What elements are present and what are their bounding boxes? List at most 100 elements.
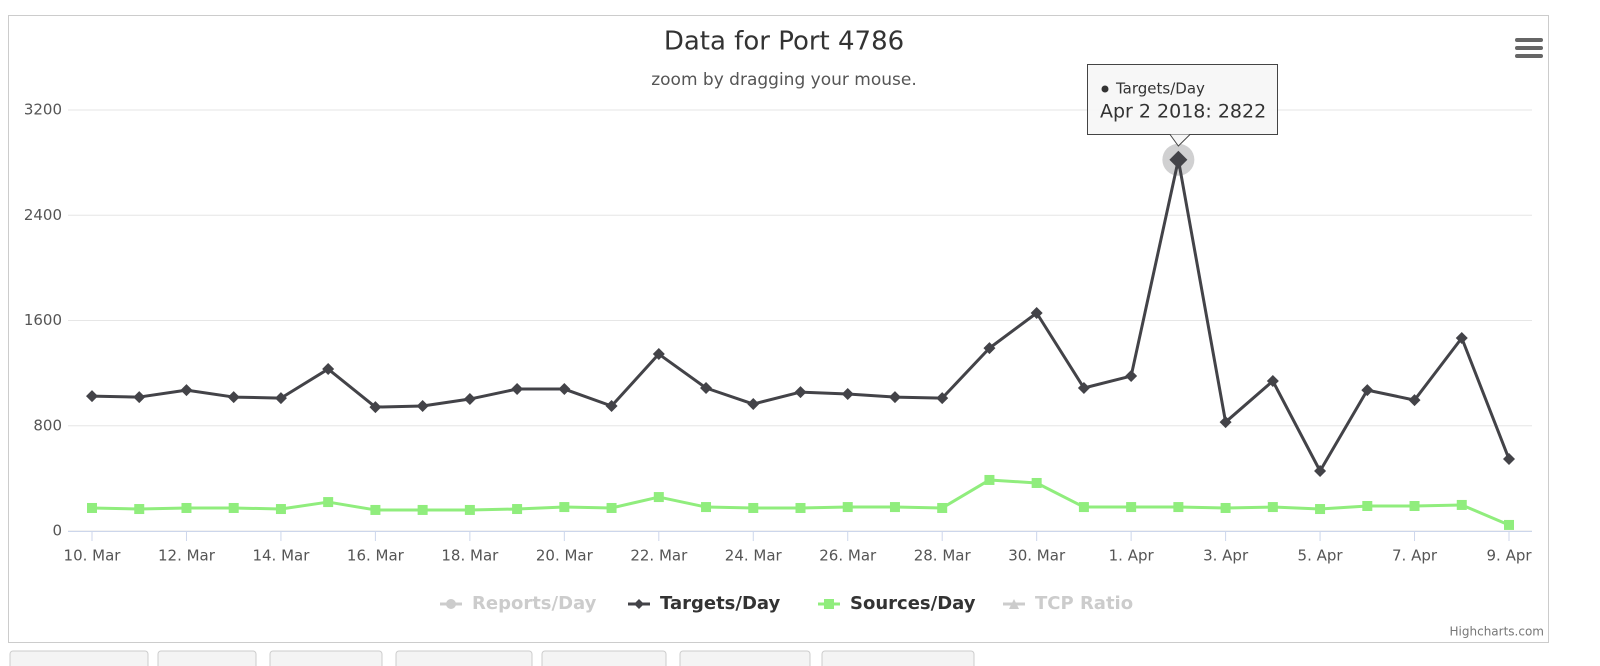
data-point xyxy=(1078,502,1089,513)
data-point xyxy=(1408,394,1421,407)
x-tick-label: 7. Apr xyxy=(1392,547,1438,565)
data-point xyxy=(1267,502,1278,513)
legend-item[interactable]: TCP Ratio xyxy=(1003,593,1133,614)
data-point xyxy=(1503,453,1515,466)
data-point xyxy=(1361,384,1374,397)
data-point xyxy=(1077,381,1090,394)
chart-frame xyxy=(8,15,1549,643)
data-point xyxy=(322,363,335,376)
data-point xyxy=(275,504,286,515)
chart-title: Data for Port 4786 xyxy=(664,27,904,57)
data-point xyxy=(889,502,900,513)
x-tick-label: 1. Apr xyxy=(1109,547,1155,565)
data-point xyxy=(937,502,948,513)
legend-item[interactable]: Reports/Day xyxy=(440,593,597,614)
legend-label: Reports/Day xyxy=(472,593,597,614)
legend-symbol xyxy=(446,599,456,609)
data-point xyxy=(841,388,854,401)
data-point xyxy=(1362,501,1373,512)
x-tick-label: 12. Mar xyxy=(158,547,216,565)
legend-symbol xyxy=(1009,599,1019,609)
data-point xyxy=(1455,331,1468,344)
x-tick-label: 5. Apr xyxy=(1298,547,1344,565)
legend-label: TCP Ratio xyxy=(1035,593,1133,614)
data-point xyxy=(606,502,617,513)
data-point xyxy=(1456,499,1467,510)
legend-symbol xyxy=(634,599,644,609)
x-tick-label: 22. Mar xyxy=(630,547,688,565)
tooltip: Targets/Day Apr 2 2018: 2822 xyxy=(1087,64,1278,147)
bottom-tabs xyxy=(9,650,975,666)
data-point xyxy=(1030,307,1043,320)
tooltip-text: Apr 2 2018: 2822 xyxy=(1100,101,1266,123)
data-point xyxy=(1031,477,1042,488)
data-point xyxy=(842,502,853,513)
data-point xyxy=(1173,502,1184,513)
x-tick-label: 26. Mar xyxy=(819,547,877,565)
legend-label: Sources/Day xyxy=(850,593,976,614)
data-point xyxy=(795,502,806,513)
data-point xyxy=(936,392,949,405)
data-point xyxy=(181,502,192,513)
data-point xyxy=(227,391,240,404)
data-point xyxy=(274,392,287,405)
data-point xyxy=(984,474,995,485)
data-point xyxy=(86,390,98,403)
data-point xyxy=(180,384,193,397)
legend-symbol xyxy=(824,599,834,609)
x-tick-label: 14. Mar xyxy=(252,547,310,565)
data-point xyxy=(1125,370,1138,383)
data-point xyxy=(370,504,381,515)
data-point xyxy=(559,502,570,513)
menu-button[interactable] xyxy=(1515,38,1543,58)
data-point xyxy=(134,504,145,515)
data-point xyxy=(463,393,476,406)
y-tick-label: 2400 xyxy=(24,206,62,224)
legend-item[interactable]: Targets/Day xyxy=(628,593,781,614)
data-point xyxy=(652,348,665,361)
data-point xyxy=(700,381,713,394)
x-tick-label: 18. Mar xyxy=(441,547,499,565)
data-point xyxy=(133,391,146,404)
data-point xyxy=(1219,416,1232,429)
x-tick-label: 20. Mar xyxy=(536,547,594,565)
x-tick-label: 24. Mar xyxy=(725,547,783,565)
data-point xyxy=(416,400,429,413)
tooltip-box xyxy=(1087,64,1278,135)
legend-label: Targets/Day xyxy=(660,593,781,614)
data-point xyxy=(464,504,475,515)
tooltip-series: Targets/Day xyxy=(1115,80,1205,98)
data-point xyxy=(888,391,901,404)
x-tick-label: 30. Mar xyxy=(1008,547,1066,565)
chart-subtitle: zoom by dragging your mouse. xyxy=(651,70,917,90)
data-point xyxy=(1220,502,1231,513)
credits[interactable]: Highcharts.com xyxy=(1450,625,1544,639)
data-point xyxy=(1266,375,1279,388)
data-point xyxy=(983,342,996,355)
hover-point xyxy=(1169,150,1188,169)
x-tick-label: 9. Apr xyxy=(1486,547,1532,565)
legend-item[interactable]: Sources/Day xyxy=(818,593,976,614)
data-point xyxy=(228,502,239,513)
data-point xyxy=(747,398,760,411)
x-tick-label: 28. Mar xyxy=(914,547,972,565)
data-point xyxy=(653,492,664,503)
data-point xyxy=(605,400,618,413)
y-tick-label: 3200 xyxy=(24,101,62,119)
x-tick-label: 16. Mar xyxy=(347,547,405,565)
data-point xyxy=(1504,519,1514,530)
data-point xyxy=(701,502,712,513)
data-point xyxy=(748,502,759,513)
y-tick-label: 1600 xyxy=(24,311,62,329)
data-point xyxy=(87,502,97,513)
y-tick-label: 800 xyxy=(33,416,62,434)
data-point xyxy=(417,504,428,515)
data-point xyxy=(794,386,807,399)
data-point xyxy=(512,504,523,515)
tooltip-bullet xyxy=(1101,85,1109,93)
y-tick-label: 0 xyxy=(52,522,62,540)
data-point xyxy=(1126,502,1137,513)
data-point xyxy=(511,383,524,396)
data-point xyxy=(1315,504,1326,515)
